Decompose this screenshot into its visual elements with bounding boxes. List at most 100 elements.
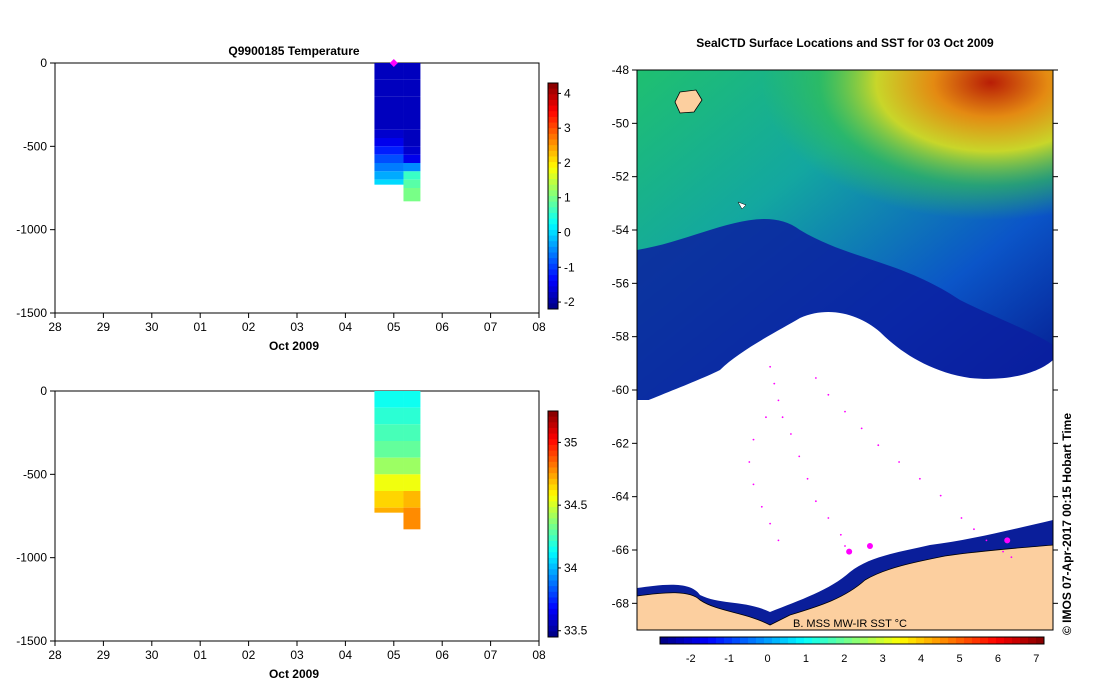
sst-colorbar-step: [924, 637, 933, 644]
sst-colorbar-step: [820, 637, 829, 644]
track-point: [918, 477, 921, 480]
sst-colorbar-tick-label: 4: [918, 653, 924, 665]
track-point: [860, 427, 863, 430]
temperature-cell: [403, 113, 421, 130]
sst-colorbar-step: [796, 637, 805, 644]
sst-colorbar-step: [980, 637, 989, 644]
salinity-colorbar-step: [548, 467, 558, 474]
salinity-colorbar-step: [548, 529, 558, 536]
temperature-colorbar-step: [548, 218, 558, 225]
temperature-colorbar-step: [548, 286, 558, 293]
temperature-cell: [374, 79, 404, 97]
salinity-colorbar-tick-label: 34: [564, 561, 578, 575]
salinity-plot-area: [54, 390, 540, 642]
temperature-title: Q9900185 Temperature: [228, 44, 360, 58]
salinity-cell: [374, 457, 404, 475]
salinity-colorbar-frame: [547, 410, 559, 638]
temperature-colorbar-step: [548, 179, 558, 186]
track-point: [798, 455, 801, 458]
sst-colorbar-step: [676, 637, 685, 644]
temperature-cell: [374, 113, 404, 130]
temperature-colorbar-step: [548, 280, 558, 287]
track-point: [877, 444, 880, 447]
track-point: [973, 528, 975, 531]
salinity-cell: [374, 424, 404, 441]
temperature-y-tick-label: -1000: [16, 223, 47, 237]
salinity-colorbar-step: [548, 557, 558, 565]
temperature-colorbar-tick-label: 0: [564, 226, 571, 240]
sst-colorbar-step: [884, 637, 893, 644]
sst-colorbar-frame: [659, 636, 1045, 645]
salinity-colorbar-step: [548, 518, 558, 525]
salinity-colorbar-step: [548, 580, 558, 587]
salinity-colorbar-step: [548, 614, 558, 621]
salinity-cell: [374, 391, 404, 408]
sst-colorbar-tick-label: 1: [803, 653, 809, 665]
temperature-colorbar-step: [548, 275, 558, 282]
surface-location: [866, 543, 873, 549]
temperature-cell: [403, 96, 421, 113]
temperature-cell: [403, 63, 421, 80]
track-point: [790, 433, 792, 435]
track-point: [748, 461, 751, 463]
sst-colorbar-step: [932, 637, 941, 644]
salinity-colorbar-step: [548, 484, 558, 491]
temperature-colorbar-tick-label: 1: [564, 191, 571, 205]
sst-colorbar-step: [828, 637, 837, 644]
salinity-x-tick-label: 02: [242, 648, 256, 662]
temperature-cell: [374, 63, 404, 80]
temperature-colorbar-step: [548, 190, 558, 197]
temperature-colorbar-step: [548, 196, 558, 203]
sst-colorbar-tick-label: -2: [686, 653, 696, 665]
sst-map-panel: SealCTD Surface Locations and SST for 03…: [612, 36, 1074, 665]
sst-colorbar-step: [868, 637, 877, 644]
salinity-colorbar-step: [548, 591, 558, 598]
temperature-colorbar-step: [548, 201, 558, 208]
salinity-cell: [403, 507, 421, 530]
sst-colorbar-step: [684, 637, 693, 644]
salinity-colorbar-step: [548, 512, 558, 519]
track-point: [1002, 550, 1004, 553]
sst-legend-label: B. MSS MW-IR SST °C: [793, 618, 907, 630]
temperature-cells: [374, 59, 421, 202]
temperature-colorbar-step: [548, 94, 558, 101]
sst-colorbar-step: [748, 637, 757, 644]
salinity-y-tick-label: -500: [23, 467, 47, 481]
temperature-colorbar-tick-label: -1: [564, 260, 575, 274]
temperature-colorbar-step: [548, 116, 558, 124]
map-y-tick-label: -52: [612, 170, 630, 184]
sst-colorbar-step: [740, 637, 749, 644]
salinity-colorbar-step: [548, 540, 558, 548]
salinity-cell: [403, 491, 421, 508]
temperature-colorbar-step: [548, 269, 558, 276]
salinity-colorbar-step: [548, 620, 558, 627]
temperature-x-tick-label: 08: [532, 320, 546, 334]
sst-colorbar-step: [692, 637, 701, 644]
track-point: [844, 410, 846, 413]
sst-colorbar-step: [908, 637, 917, 644]
sst-colorbar-step: [1036, 637, 1045, 644]
salinity-cells: [374, 391, 421, 530]
temperature-xlabel: Oct 2009: [269, 339, 319, 353]
temperature-cell: [374, 163, 404, 172]
temperature-x-tick-label: 03: [290, 320, 304, 334]
temperature-cell: [374, 146, 404, 155]
map-y-tick-label: -50: [612, 116, 630, 130]
temperature-colorbar-step: [548, 303, 558, 310]
salinity-cell: [403, 441, 421, 458]
track-point: [939, 494, 942, 497]
temperature-colorbar-step: [548, 99, 558, 107]
sst-colorbar-step: [668, 637, 677, 644]
salinity-colorbar-tick-label: 33.5: [564, 624, 588, 638]
temperature-x-tick-label: 07: [484, 320, 498, 334]
track-point: [898, 461, 900, 463]
temperature-colorbar-step: [548, 88, 558, 95]
salinity-colorbar-step: [548, 450, 558, 457]
sst-colorbar-tick-label: 2: [841, 653, 847, 665]
track-point: [814, 377, 817, 379]
sst-colorbar-step: [900, 637, 909, 644]
salinity-x-tick-label: 28: [48, 648, 62, 662]
salinity-colorbar-step: [548, 427, 558, 435]
salinity-colorbar-step: [548, 524, 558, 531]
temperature-colorbar-tick-label: 2: [564, 156, 571, 170]
